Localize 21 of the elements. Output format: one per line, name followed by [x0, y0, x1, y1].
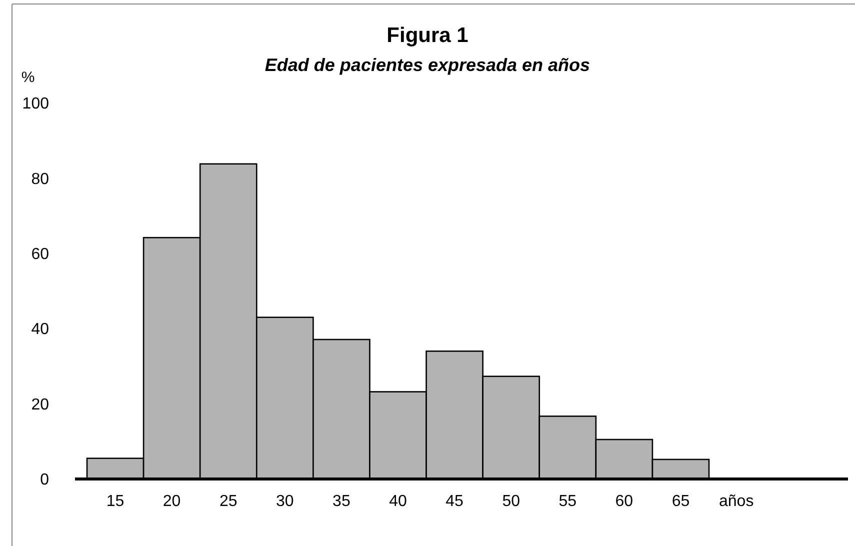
x-tick-label: 45: [446, 493, 464, 510]
y-tick-label: 20: [31, 396, 50, 414]
y-tick-label: 40: [31, 321, 50, 338]
x-tick-label: 65: [672, 493, 690, 510]
x-tick-label: 40: [389, 493, 407, 510]
chart-subtitle: Edad de pacientes expresada en años: [264, 55, 590, 75]
x-tick-label: 60: [615, 493, 634, 510]
y-tick-label: 0: [40, 472, 50, 489]
y-tick-label: 80: [31, 170, 50, 188]
x-tick-label: 35: [332, 493, 350, 510]
x-tick-label: 20: [162, 493, 181, 510]
chart-title: Figura 1: [386, 24, 469, 47]
x-tick-label: 25: [219, 493, 238, 510]
x-tick-label: 55: [558, 493, 577, 510]
y-tick-label: 60: [31, 246, 50, 263]
x-tick-label: 50: [502, 493, 520, 510]
y-tick-label: 100: [22, 96, 50, 113]
x-tick-label: 15: [106, 493, 124, 510]
x-tick-label: 30: [276, 493, 294, 510]
x-axis-title: años: [719, 493, 754, 510]
y-axis-title: %: [21, 69, 35, 86]
